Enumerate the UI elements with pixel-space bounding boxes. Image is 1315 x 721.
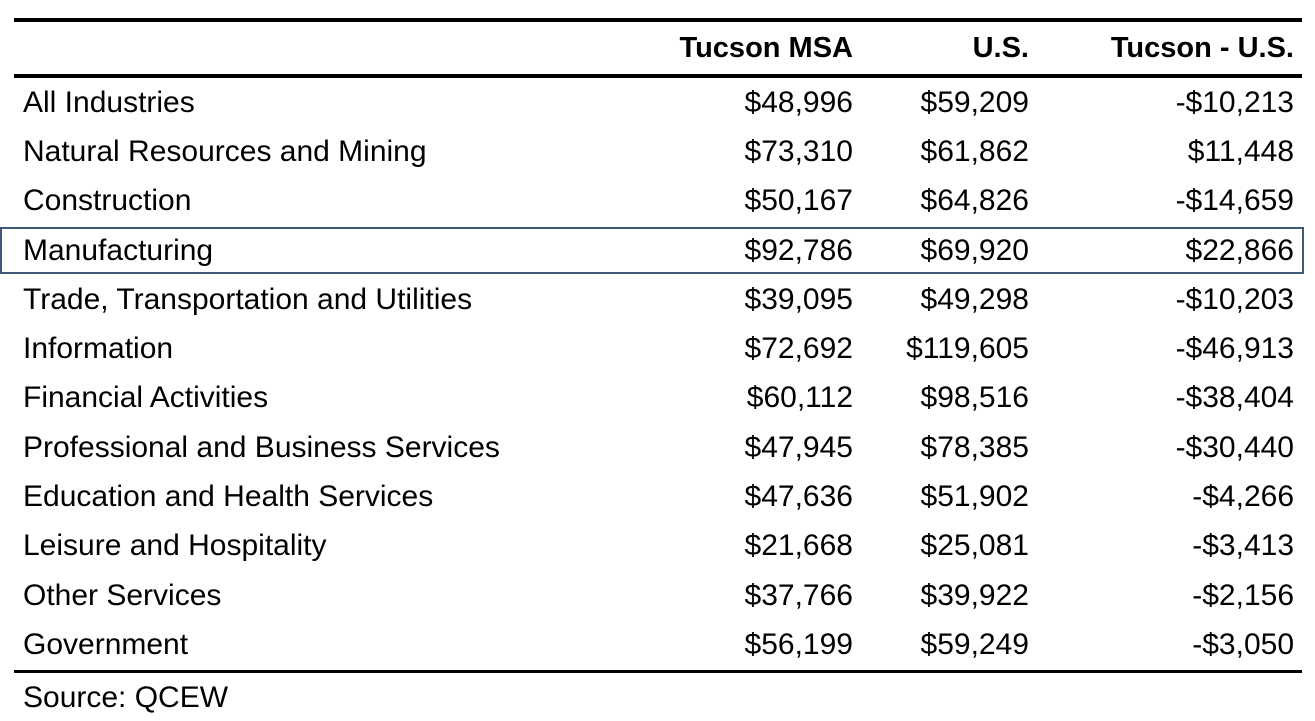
row-us: $25,081 <box>920 529 1029 563</box>
row-us: $98,516 <box>920 381 1029 415</box>
header-row: Tucson MSA U.S. Tucson - U.S. <box>14 22 1302 78</box>
row-us: $64,826 <box>920 184 1029 218</box>
row-label: Financial Activities <box>23 381 269 415</box>
row-label: Natural Resources and Mining <box>23 134 427 168</box>
table-body: All Industries $48,996 $59,209 -$10,213 Natu… <box>0 78 1304 670</box>
table-row: Construction $50,167 $64,826 -$14,659 <box>14 177 1302 226</box>
bottom-rule <box>14 669 1302 673</box>
row-label: Construction <box>23 184 192 218</box>
row-tucson-msa: $50,167 <box>744 184 853 218</box>
table-row: Natural Resources and Mining $73,310 $61,8… <box>14 127 1302 176</box>
table-row: Other Services $37,766 $39,922 -$2,156 <box>14 571 1302 620</box>
row-tucson-minus-us: -$30,440 <box>1175 430 1294 464</box>
row-tucson-msa: $56,199 <box>744 627 853 661</box>
table-row: Professional and Business Services $47,94… <box>14 423 1302 472</box>
row-tucson-msa: $37,766 <box>744 578 853 612</box>
row-tucson-minus-us: -$4,266 <box>1192 480 1294 514</box>
row-tucson-msa: $73,310 <box>744 134 853 168</box>
row-tucson-minus-us: -$14,659 <box>1175 184 1294 218</box>
row-us: $51,902 <box>920 480 1029 514</box>
table-row: Government $56,199 $59,249 -$3,050 <box>14 620 1302 669</box>
row-label: Professional and Business Services <box>23 430 500 464</box>
table-row: Leisure and Hospitality $21,668 $25,081 -$3… <box>14 522 1302 571</box>
row-tucson-minus-us: -$3,413 <box>1192 529 1294 563</box>
row-us: $78,385 <box>920 430 1029 464</box>
table-row: Financial Activities $60,112 $98,516 -$38,4… <box>14 374 1302 423</box>
header-tucson-msa: Tucson MSA <box>679 31 853 64</box>
row-label: Manufacturing <box>23 233 214 267</box>
table-row: Manufacturing $92,786 $69,920 $22,866 <box>0 226 1304 275</box>
row-us: $39,922 <box>920 578 1029 612</box>
row-tucson-msa: $92,786 <box>744 233 853 267</box>
row-tucson-msa: $47,945 <box>744 430 853 464</box>
row-tucson-minus-us: -$38,404 <box>1175 381 1294 415</box>
row-tucson-msa: $39,095 <box>744 282 853 316</box>
table-row: Education and Health Services $47,636 $51,… <box>14 472 1302 521</box>
row-label: Other Services <box>23 578 222 612</box>
row-tucson-minus-us: -$10,203 <box>1175 282 1294 316</box>
row-label: Education and Health Services <box>23 480 434 514</box>
row-tucson-minus-us: $11,448 <box>1187 134 1294 168</box>
header-us: U.S. <box>972 31 1029 64</box>
wage-comparison-table: Tucson MSA U.S. Tucson - U.S. All Indust… <box>0 18 1304 715</box>
row-tucson-msa: $48,996 <box>744 85 853 119</box>
row-us: $61,862 <box>920 134 1029 168</box>
row-tucson-msa: $60,112 <box>746 381 853 415</box>
table-row: Trade, Transportation and Utilities $39,0… <box>14 275 1302 324</box>
row-label: Trade, Transportation and Utilities <box>23 282 473 316</box>
row-tucson-msa: $72,692 <box>744 332 853 366</box>
table-row: Information $72,692 $119,605 -$46,913 <box>14 324 1302 373</box>
row-label: Information <box>23 332 174 366</box>
row-tucson-minus-us: $22,866 <box>1185 233 1294 267</box>
row-label: Government <box>23 627 189 661</box>
row-tucson-msa: $21,668 <box>744 529 853 563</box>
row-label: Leisure and Hospitality <box>23 529 327 563</box>
row-us: $59,209 <box>920 85 1029 119</box>
row-us: $69,920 <box>920 233 1029 267</box>
header-tucson-minus-us: Tucson - U.S. <box>1110 31 1294 64</box>
row-tucson-minus-us: -$3,050 <box>1192 627 1294 661</box>
row-us: $49,298 <box>920 282 1029 316</box>
row-label: All Industries <box>23 85 195 119</box>
table-row: All Industries $48,996 $59,209 -$10,213 <box>14 78 1302 127</box>
row-tucson-minus-us: -$46,913 <box>1175 332 1294 366</box>
row-tucson-msa: $47,636 <box>744 480 853 514</box>
source-note: Source: QCEW <box>23 680 229 714</box>
row-us: $119,605 <box>906 332 1029 366</box>
top-rule <box>14 18 1302 22</box>
row-us: $59,249 <box>920 627 1029 661</box>
row-tucson-minus-us: -$10,213 <box>1175 85 1294 119</box>
row-tucson-minus-us: -$2,156 <box>1192 578 1294 612</box>
